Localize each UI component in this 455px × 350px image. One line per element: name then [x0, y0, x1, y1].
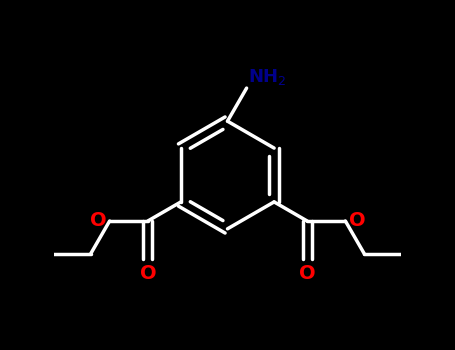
Text: O: O	[140, 264, 156, 284]
Text: O: O	[299, 264, 315, 284]
Text: NH$_2$: NH$_2$	[248, 67, 287, 87]
Text: O: O	[349, 211, 365, 230]
Text: O: O	[90, 211, 106, 230]
